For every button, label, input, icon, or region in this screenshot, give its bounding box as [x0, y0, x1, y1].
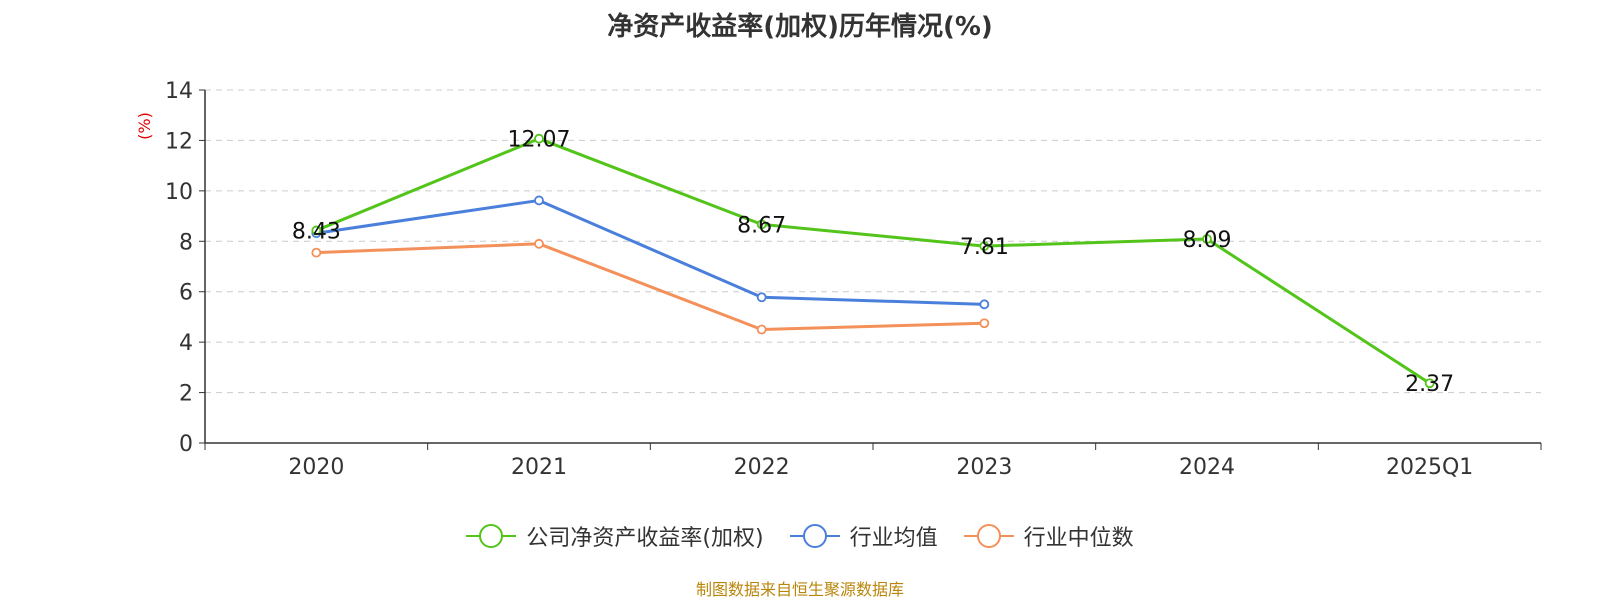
- legend-label: 公司净资产收益率(加权): [526, 526, 764, 551]
- legend-item[interactable]: 行业均值: [789, 520, 938, 552]
- x-tick-label: 2025Q1: [1386, 455, 1473, 480]
- data-point: [979, 299, 990, 310]
- legend-label: 行业均值: [849, 526, 938, 551]
- data-point: [534, 195, 544, 206]
- y-tick-label: 10: [165, 180, 193, 205]
- data-label: 2.37: [1405, 372, 1454, 397]
- data-point: [1202, 234, 1212, 244]
- y-tick-label: 6: [179, 281, 193, 306]
- legend: 公司净资产收益率(加权) 行业均值 行业中位数: [0, 520, 1600, 552]
- data-point: [756, 324, 767, 335]
- y-tick-label: 0: [179, 432, 193, 457]
- x-tick-label: 2024: [1179, 455, 1235, 480]
- legend-label: 行业中位数: [1023, 526, 1134, 551]
- data-point: [756, 219, 767, 230]
- data-label: 8.43: [292, 219, 341, 244]
- y-axis-label: (%): [135, 112, 154, 140]
- series-line: [316, 242, 985, 332]
- legend-swatch: [963, 524, 1014, 548]
- legend-swatch: [789, 524, 840, 548]
- data-label: 8.09: [1183, 228, 1232, 253]
- x-tick-label: 2020: [288, 455, 344, 480]
- y-tick-label: 8: [179, 230, 193, 255]
- data-point: [1424, 378, 1435, 389]
- legend-swatch: [466, 524, 517, 548]
- data-point: [979, 241, 990, 251]
- x-tick-label: 2023: [956, 455, 1012, 480]
- data-point: [979, 318, 990, 329]
- y-tick-label: 12: [165, 129, 193, 154]
- series-line: [315, 137, 1431, 385]
- data-point: [756, 292, 767, 303]
- y-tick-label: 4: [179, 331, 193, 356]
- data-point: [311, 225, 322, 236]
- y-tick-label: 14: [165, 79, 193, 104]
- legend-item[interactable]: 行业中位数: [963, 520, 1134, 552]
- source-note: 制图数据来自恒生聚源数据库: [695, 580, 904, 599]
- y-tick-label: 2: [179, 382, 193, 407]
- data-point: [534, 238, 544, 249]
- series-line: [316, 198, 985, 306]
- x-tick-label: 2021: [511, 455, 567, 480]
- data-point: [534, 133, 544, 144]
- data-label: 8.67: [737, 213, 786, 238]
- chart-title: 净资产收益率(加权)历年情况(%): [607, 12, 993, 42]
- legend-item[interactable]: 公司净资产收益率(加权): [466, 520, 764, 552]
- data-label: 7.81: [960, 235, 1009, 260]
- x-tick-label: 2022: [734, 455, 790, 480]
- data-point: [311, 247, 322, 258]
- data-label: 12.07: [508, 128, 571, 153]
